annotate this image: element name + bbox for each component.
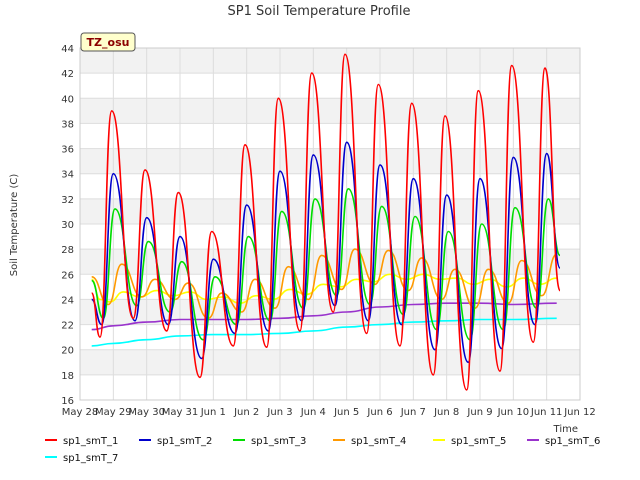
y-tick-label: 38 — [61, 119, 74, 130]
station-badge-label: TZ_osu — [87, 36, 130, 49]
x-tick-label: Jun 7 — [400, 407, 426, 418]
y-tick-label: 20 — [61, 346, 74, 357]
y-tick-label: 42 — [61, 69, 74, 80]
x-tick-label: May 31 — [162, 407, 199, 418]
x-tick-label: Jun 1 — [200, 407, 226, 418]
legend-label-sp1_smT_7: sp1_smT_7 — [63, 453, 118, 464]
plot-band — [80, 48, 580, 74]
y-tick-label: 40 — [61, 94, 74, 105]
series-line-sp1_smT_1 — [90, 53, 561, 391]
x-tick-label: Jun 9 — [466, 407, 492, 418]
legend: sp1_smT_1 sp1_smT_2 sp1_smT_3 sp1_smT_4 sp1_… — [45, 436, 600, 464]
y-tick-label: 36 — [61, 145, 74, 156]
y-tick-label: 28 — [61, 245, 74, 256]
x-tick-label: Jun 3 — [266, 407, 292, 418]
x-tick-label: May 29 — [95, 407, 132, 418]
x-tick-label: Jun 12 — [563, 407, 596, 418]
y-tick-label: 32 — [61, 195, 74, 206]
series-lines — [90, 53, 561, 391]
legend-label-sp1_smT_6: sp1_smT_6 — [545, 436, 600, 447]
x-tick-label: May 28 — [62, 407, 99, 418]
legend-label-sp1_smT_5: sp1_smT_5 — [451, 436, 506, 447]
y-tick-label: 34 — [61, 170, 74, 181]
plot-band — [80, 198, 580, 224]
x-tick-label: Jun 10 — [497, 407, 530, 418]
series-line-sp1_smT_4 — [91, 248, 558, 320]
plot-band — [80, 349, 580, 375]
chart-title: SP1 Soil Temperature Profile — [228, 4, 411, 19]
plot-band — [80, 98, 580, 124]
legend-label-sp1_smT_3: sp1_smT_3 — [251, 436, 306, 447]
station-badge: TZ_osu — [80, 32, 136, 52]
plot-frame — [79, 47, 581, 401]
y-tick-label: 30 — [61, 220, 74, 231]
y-tick-label: 22 — [61, 321, 74, 332]
station-badge-box — [80, 32, 136, 52]
plot-band — [80, 148, 580, 174]
plot-bands — [80, 48, 580, 375]
y-axis-label: Soil Temperature (C) — [9, 174, 20, 277]
y-tick-label: 24 — [61, 295, 74, 306]
y-tick-labels: 16 18 20 22 24 26 28 30 32 34 36 38 40 42 44 — [61, 44, 74, 407]
series-line-sp1_smT_7 — [91, 317, 557, 347]
x-tick-label: Jun 6 — [366, 407, 392, 418]
y-tick-label: 18 — [61, 371, 74, 382]
x-tick-label: Jun 8 — [433, 407, 459, 418]
x-tick-label: Jun 11 — [530, 407, 563, 418]
x-tick-label: May 30 — [128, 407, 165, 418]
y-tick-label: 44 — [61, 44, 74, 55]
legend-label-sp1_smT_4: sp1_smT_4 — [351, 436, 406, 447]
legend-label-sp1_smT_2: sp1_smT_2 — [157, 436, 212, 447]
x-tick-label: Jun 2 — [233, 407, 259, 418]
legend-label-sp1_smT_1: sp1_smT_1 — [63, 436, 118, 447]
x-tick-label: Jun 5 — [333, 407, 359, 418]
x-axis-label: Time — [553, 424, 578, 435]
y-tick-label: 26 — [61, 270, 74, 281]
plot-band — [80, 249, 580, 275]
x-tick-label: Jun 4 — [300, 407, 326, 418]
y-tick-label: 16 — [61, 396, 74, 407]
